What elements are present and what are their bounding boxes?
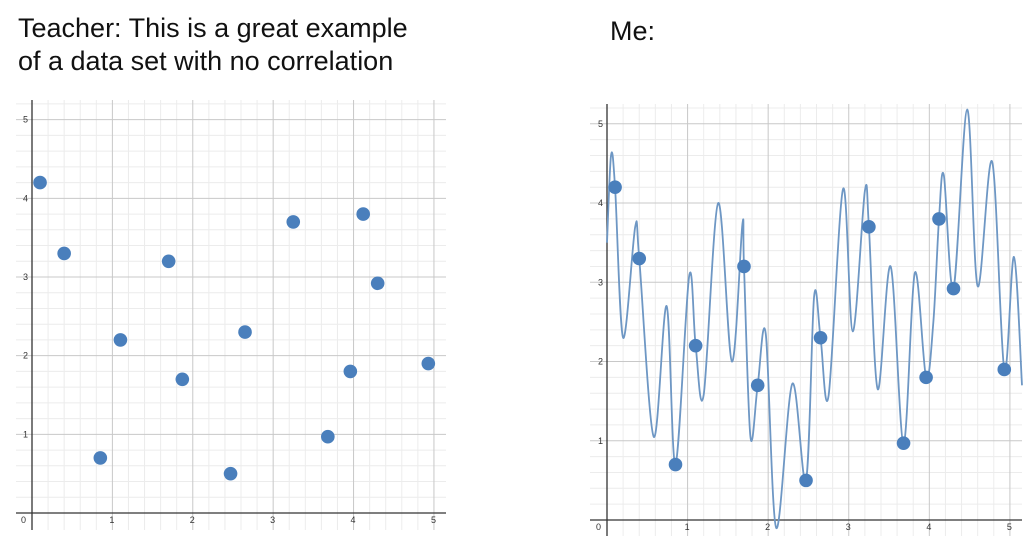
me-caption: Me:	[610, 16, 656, 46]
data-point	[997, 362, 1012, 377]
x-tick-label: 1	[109, 515, 114, 525]
teacher-caption: Teacher: This is a great example of a da…	[18, 12, 478, 78]
data-point	[370, 276, 385, 291]
data-point	[632, 251, 647, 266]
data-point	[57, 246, 71, 261]
x-tick-label: 2	[765, 522, 770, 532]
data-point	[161, 254, 176, 269]
chart-1-plot-area: 0 1 2 3 4 5 1 2 3 4 5	[590, 104, 1023, 536]
x-tick-label: 1	[685, 522, 690, 532]
overfit-curve	[606, 108, 1023, 529]
data-point	[421, 356, 436, 371]
chart-0-plot-area: 0 1 2 3 4 5 1 2 3 4 5	[16, 100, 446, 530]
y-tick-label: 2	[23, 351, 28, 361]
y-tick-label: 3	[598, 277, 603, 287]
y-tick-label: 3	[23, 272, 28, 282]
data-point	[862, 220, 876, 234]
data-point	[113, 333, 128, 347]
data-point	[946, 281, 961, 296]
x-tick-label: 5	[1007, 522, 1012, 532]
data-point	[932, 212, 946, 226]
data-point	[343, 364, 358, 379]
data-point	[321, 429, 335, 444]
y-tick-label: 2	[598, 357, 603, 367]
data-point	[896, 436, 911, 450]
data-point	[93, 451, 108, 465]
x-tick-label: 3	[846, 522, 851, 532]
y-tick-label: 5	[598, 119, 603, 129]
data-point	[668, 457, 683, 472]
y-tick-label: 4	[23, 193, 28, 203]
x-tick-label: 4	[351, 515, 356, 525]
y-tick-label: 4	[598, 198, 603, 208]
data-point	[223, 466, 238, 481]
data-point	[608, 180, 622, 194]
y-tick-label: 1	[23, 429, 28, 439]
data-point	[33, 175, 47, 190]
data-point	[750, 378, 765, 393]
teacher-caption-line-2: of a data set with no correlation	[18, 46, 394, 76]
data-point	[688, 338, 703, 353]
x-tick-label: 0	[21, 515, 26, 525]
data-point	[737, 259, 751, 274]
data-point	[238, 325, 252, 339]
y-tick-label: 1	[598, 436, 603, 446]
data-point	[175, 372, 190, 387]
data-point	[799, 473, 813, 488]
data-point	[813, 330, 828, 345]
data-point	[919, 370, 933, 385]
x-tick-label: 0	[596, 522, 601, 532]
data-point	[356, 207, 371, 221]
x-tick-label: 2	[190, 515, 195, 525]
x-tick-label: 4	[926, 522, 931, 532]
data-point	[286, 215, 301, 229]
x-tick-label: 5	[431, 515, 436, 525]
y-tick-label: 5	[23, 115, 28, 125]
x-tick-label: 3	[270, 515, 275, 525]
teacher-caption-line-1: Teacher: This is a great example	[18, 13, 408, 43]
